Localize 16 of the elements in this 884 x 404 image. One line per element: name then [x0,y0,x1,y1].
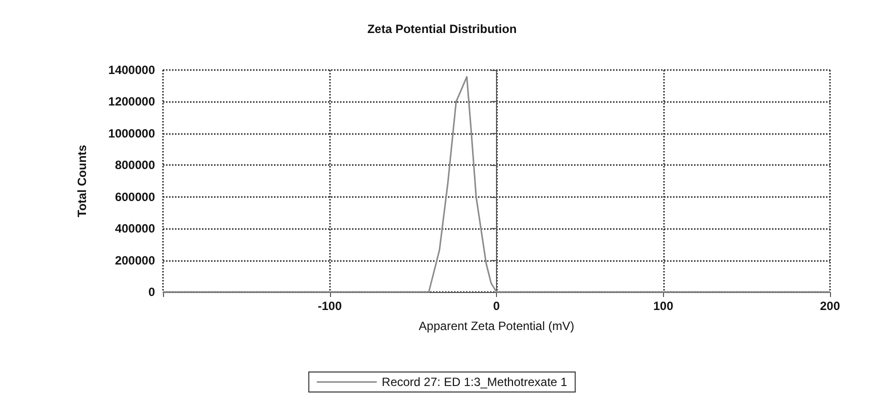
x-tick-label: 100 [653,299,674,313]
y-tick-label: 200000 [114,253,156,268]
y-tick-label: 600000 [114,190,156,204]
y-tick-label: 1400000 [108,63,156,77]
y-axis-title: Total Counts [75,144,89,218]
y-tick-label: 1200000 [108,94,156,109]
y-tick-label: 800000 [114,158,156,172]
x-tick-label: 200 [820,299,840,313]
y-tick-label: 400000 [114,222,156,236]
x-axis-title: Apparent Zeta Potential (mV) [418,319,574,333]
x-tick-label: 0 [493,299,500,313]
x-tick-label: -100 [318,299,342,313]
chart-title: Zeta Potential Distribution [367,22,517,36]
legend-label: Record 27: ED 1:3_Methotrexate 1 [382,375,568,389]
y-tick-label: 1000000 [108,126,156,140]
y-tick-label: 0 [148,285,156,299]
